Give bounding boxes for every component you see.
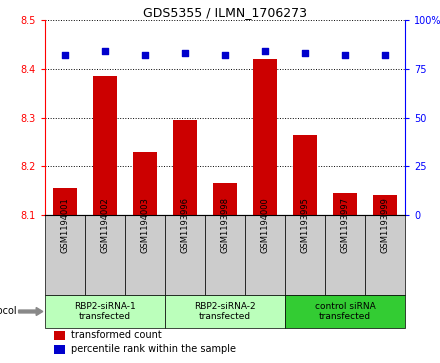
Bar xyxy=(205,215,245,295)
Text: GSM1194001: GSM1194001 xyxy=(61,197,70,253)
Point xyxy=(341,52,348,58)
Text: control siRNA
transfected: control siRNA transfected xyxy=(315,302,375,321)
Text: GSM1193998: GSM1193998 xyxy=(220,197,230,253)
Bar xyxy=(245,215,285,295)
Text: RBP2-siRNA-1
transfected: RBP2-siRNA-1 transfected xyxy=(74,302,136,321)
Bar xyxy=(85,215,125,295)
Text: GSM1193995: GSM1193995 xyxy=(301,197,309,253)
Bar xyxy=(285,215,325,295)
Text: GSM1194002: GSM1194002 xyxy=(100,197,110,253)
Point xyxy=(261,48,268,54)
Bar xyxy=(54,331,65,340)
Text: GSM1193997: GSM1193997 xyxy=(341,197,349,253)
Point xyxy=(301,50,308,56)
Point xyxy=(181,50,188,56)
Point xyxy=(381,52,389,58)
Point xyxy=(102,48,109,54)
Text: percentile rank within the sample: percentile rank within the sample xyxy=(71,344,236,354)
Bar xyxy=(133,152,157,215)
Text: GSM1193999: GSM1193999 xyxy=(381,197,389,253)
Bar xyxy=(165,295,285,328)
Text: GSM1194000: GSM1194000 xyxy=(260,197,269,253)
Bar xyxy=(293,135,317,215)
Bar xyxy=(373,196,397,215)
Bar xyxy=(365,215,405,295)
Point xyxy=(142,52,149,58)
Bar xyxy=(125,215,165,295)
Text: transformed count: transformed count xyxy=(71,330,162,340)
Bar xyxy=(325,215,365,295)
Bar xyxy=(333,193,357,215)
Bar xyxy=(45,295,165,328)
Title: GDS5355 / ILMN_1706273: GDS5355 / ILMN_1706273 xyxy=(143,6,307,19)
Bar xyxy=(165,215,205,295)
Bar xyxy=(253,59,277,215)
Text: GSM1194003: GSM1194003 xyxy=(140,197,150,253)
Point xyxy=(62,52,69,58)
Text: RBP2-siRNA-2
transfected: RBP2-siRNA-2 transfected xyxy=(194,302,256,321)
Bar xyxy=(45,215,85,295)
Text: protocol: protocol xyxy=(0,306,16,317)
Bar xyxy=(53,188,77,215)
Point xyxy=(221,52,228,58)
Bar xyxy=(93,76,117,215)
Bar xyxy=(54,345,65,354)
Text: GSM1193996: GSM1193996 xyxy=(180,197,190,253)
Bar xyxy=(173,120,197,215)
Bar xyxy=(285,295,405,328)
Bar xyxy=(213,183,237,215)
